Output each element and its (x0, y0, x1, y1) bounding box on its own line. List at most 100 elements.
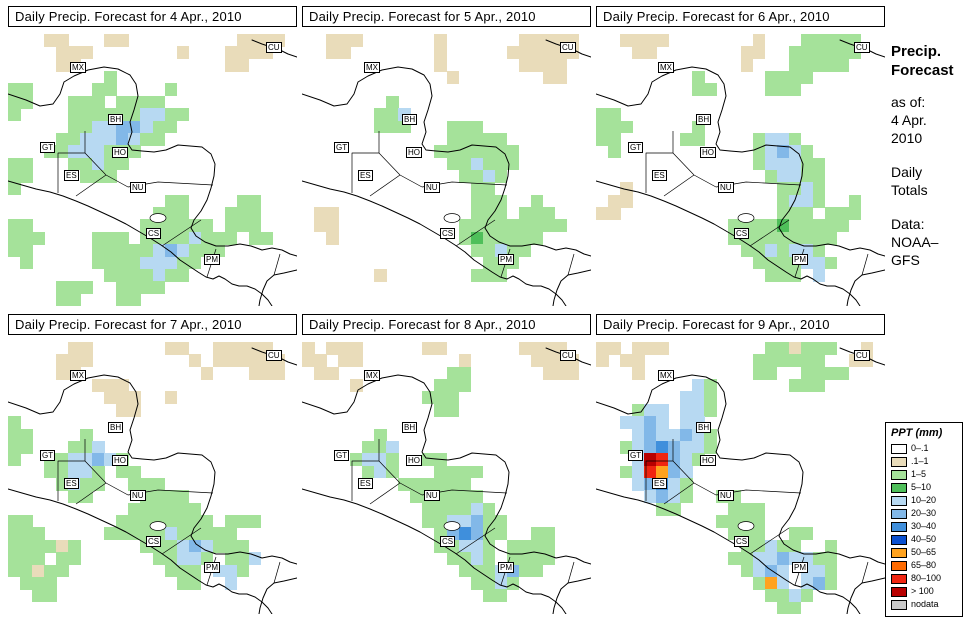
precip-cell (680, 132, 693, 146)
precip-cell (470, 552, 484, 566)
precip-cell (788, 157, 802, 171)
precip-cell (8, 182, 21, 196)
precip-cell (446, 366, 460, 380)
legend-color-swatch (891, 573, 907, 584)
precip-cell (104, 379, 117, 392)
precip-cell (800, 58, 814, 72)
precip-cell (668, 478, 681, 491)
precip-cell (776, 244, 790, 258)
precip-cell (632, 366, 645, 380)
precip-cell (800, 576, 814, 590)
precip-cell (752, 564, 766, 578)
precip-cell (788, 58, 802, 72)
precip-cell (8, 527, 21, 541)
legend-color-swatch (891, 469, 907, 480)
precip-cell (656, 428, 669, 442)
country-label: HO (406, 147, 422, 158)
precip-cell (128, 515, 141, 528)
precip-cell (374, 440, 387, 454)
precip-cell (530, 207, 544, 220)
precip-cell (80, 465, 93, 479)
precip-cell (824, 256, 838, 270)
precip-cell (374, 108, 387, 122)
precip-cell (458, 366, 472, 380)
precip-cell (656, 465, 669, 479)
precip-cell (692, 132, 705, 146)
precip-cell (530, 194, 544, 208)
precip-cell (434, 478, 447, 491)
precip-cell (236, 194, 250, 208)
precip-cell (494, 244, 508, 258)
precip-cell (164, 244, 178, 258)
country-label: BH (696, 422, 712, 433)
precip-cell (68, 293, 81, 306)
precip-cell (434, 379, 447, 392)
precip-cell (788, 207, 802, 220)
precip-cell (656, 453, 669, 467)
precip-cell (542, 58, 556, 72)
precip-cell (764, 366, 778, 380)
sidebar-totals-line1: Daily (891, 164, 923, 180)
precip-cell (434, 46, 447, 60)
precip-cell (224, 576, 238, 590)
forecast-panel: Daily Precip. Forecast for 4 Apr., 2010 M… (8, 6, 297, 306)
precip-cell (176, 515, 190, 528)
precip-cell (824, 58, 838, 72)
precip-cell (812, 244, 826, 258)
precip-cell (518, 564, 532, 578)
precip-cell (518, 231, 532, 245)
precip-cell (56, 145, 69, 159)
precip-cell (80, 132, 93, 146)
precip-cell (542, 34, 556, 47)
precip-cell (800, 194, 814, 208)
country-label: GT (334, 450, 350, 461)
precip-cell (596, 354, 609, 368)
precip-cell (56, 34, 69, 47)
forecast-panel: Daily Precip. Forecast for 7 Apr., 2010 M… (8, 314, 297, 614)
precip-cell (386, 465, 399, 479)
precip-cell (80, 108, 93, 122)
precip-cell (164, 502, 178, 516)
country-label: ES (652, 478, 667, 489)
precip-cell (704, 440, 717, 454)
precip-cell (68, 145, 81, 159)
precip-cell (632, 428, 645, 442)
precip-cell (188, 231, 202, 245)
precip-cell (482, 231, 496, 245)
panel-title: Daily Precip. Forecast for 8 Apr., 2010 (302, 314, 591, 335)
precip-cell (470, 576, 484, 590)
precip-cell (56, 552, 69, 566)
precip-cell (128, 502, 141, 516)
precip-cell (530, 539, 544, 553)
precip-cell (470, 527, 484, 541)
precip-cell (812, 170, 826, 183)
country-label: ES (652, 170, 667, 181)
country-label: GT (628, 142, 644, 153)
precip-cell (518, 219, 532, 233)
forecast-panel: Daily Precip. Forecast for 5 Apr., 2010 M… (302, 6, 591, 306)
precip-cell (656, 403, 669, 417)
precip-cell (788, 83, 802, 97)
precip-cell (236, 539, 250, 553)
precip-cell (56, 46, 69, 60)
precip-cell (116, 403, 129, 417)
precip-cell (164, 83, 178, 97)
precip-cell (104, 391, 117, 405)
precip-cell (812, 576, 826, 590)
precip-cell (458, 502, 472, 516)
precip-cell (248, 354, 262, 368)
precip-cell (458, 354, 472, 368)
precip-cell (800, 170, 814, 183)
precip-cell (224, 342, 238, 355)
precip-cell (752, 219, 766, 233)
precip-cell (434, 403, 447, 417)
country-label: PM (792, 562, 808, 573)
precip-cell (224, 219, 238, 233)
precip-cell (764, 231, 778, 245)
precip-cell (32, 564, 45, 578)
precip-cell (704, 379, 717, 392)
precip-cell (8, 95, 21, 109)
precip-cell (164, 539, 178, 553)
precip-cell (494, 219, 508, 233)
legend-color-swatch (891, 560, 907, 571)
